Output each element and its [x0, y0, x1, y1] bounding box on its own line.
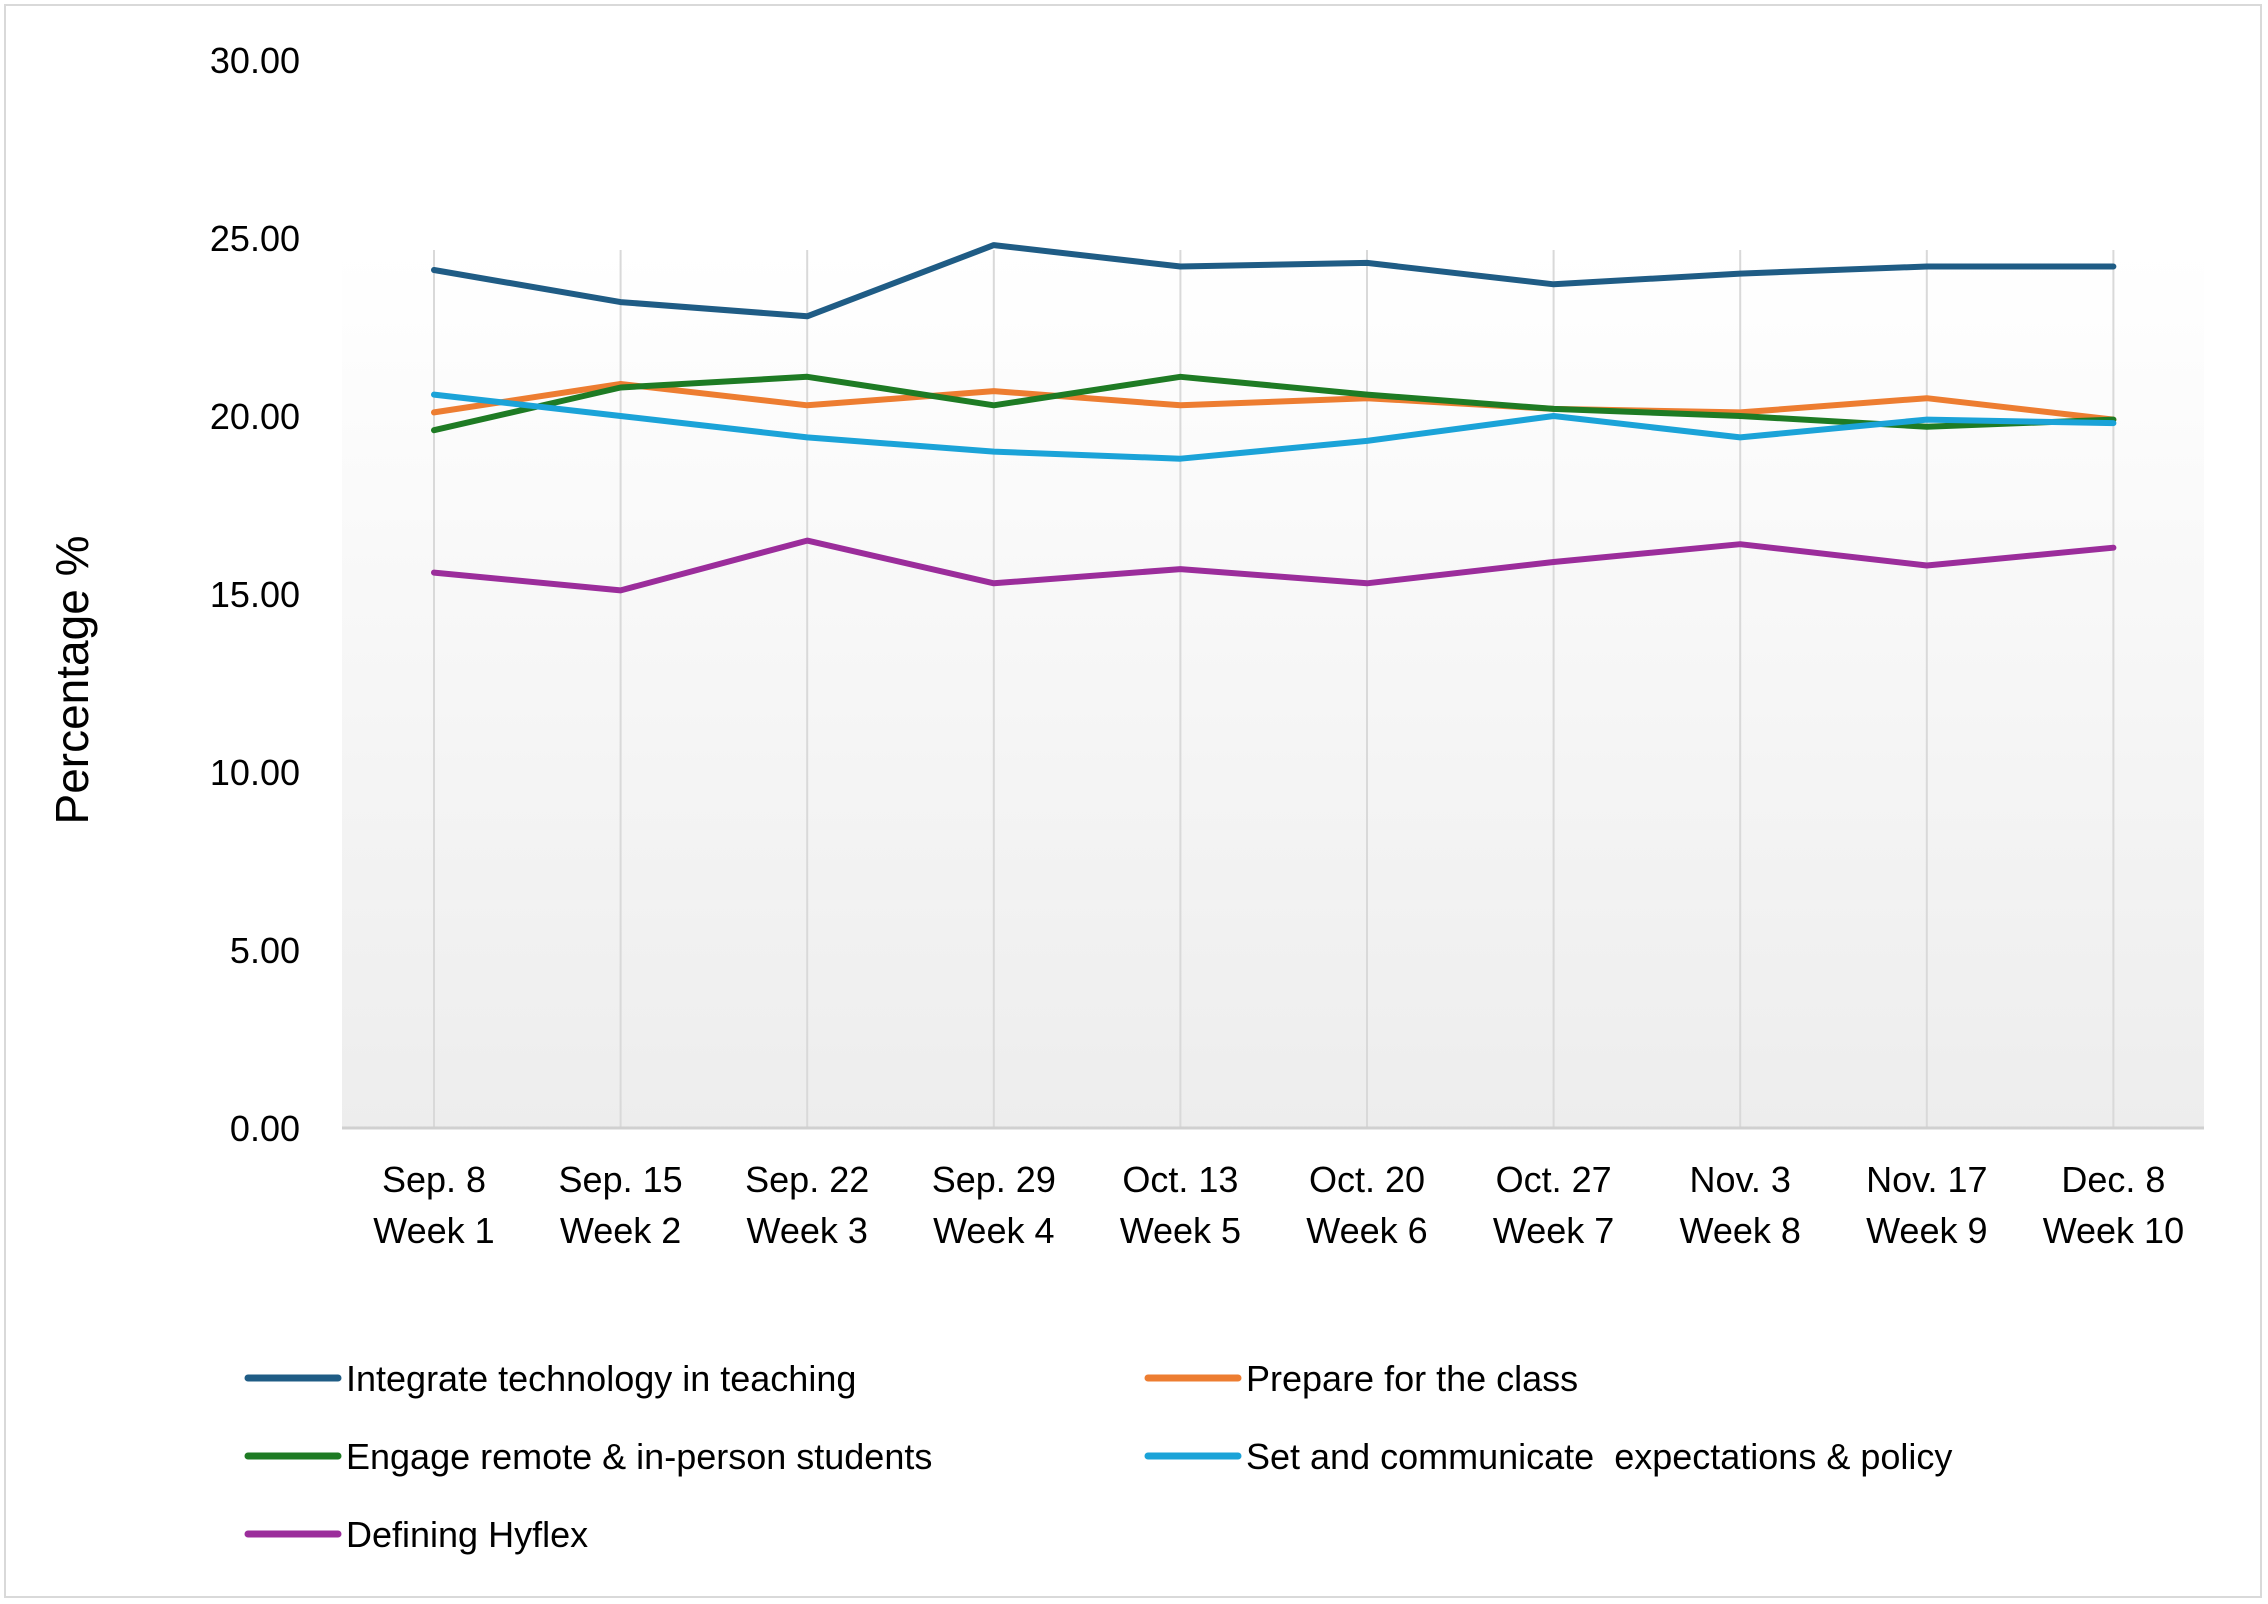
x-tick-label-week: Week 10	[2043, 1210, 2184, 1251]
x-tick-label-week: Week 8	[1679, 1210, 1800, 1251]
x-tick-label-week: Week 2	[560, 1210, 681, 1251]
y-tick-label: 5.00	[230, 930, 300, 971]
x-tick-label-week: Week 4	[933, 1210, 1054, 1251]
x-tick-label-date: Sep. 8	[382, 1159, 486, 1200]
y-tick-label: 0.00	[230, 1108, 300, 1149]
x-tick-label-date: Nov. 17	[1866, 1159, 1987, 1200]
x-axis: Sep. 8 Week 1 Sep. 15 Week 2 Sep. 22 Week 3 Se…	[373, 1159, 2184, 1251]
y-axis-title: Percentage %	[46, 536, 98, 825]
series-line-2	[431, 381, 2117, 423]
x-tick-label-date: Sep. 22	[745, 1159, 869, 1200]
x-tick-label-week: Week 9	[1866, 1210, 1987, 1251]
x-tick-label-week: Week 3	[746, 1210, 867, 1251]
series-line-4	[431, 391, 2117, 462]
y-tick-label: 20.00	[210, 396, 300, 437]
series-lines	[431, 242, 2117, 594]
x-tick-label-date: Dec. 8	[2061, 1159, 2165, 1200]
y-tick-label: 10.00	[210, 752, 300, 793]
y-tick-label: 25.00	[210, 218, 300, 259]
series-line-3	[431, 373, 2117, 434]
x-tick-label-week: Week 7	[1493, 1210, 1614, 1251]
x-tick-label-week: Week 6	[1306, 1210, 1427, 1251]
legend: Integrate technology in teaching Prepare …	[244, 1358, 1952, 1555]
x-tick-label-date: Oct. 20	[1309, 1159, 1425, 1200]
plot-area	[342, 250, 2204, 1128]
legend-label: Set and communicate expectations & polic…	[1246, 1436, 1952, 1477]
y-tick-label: 30.00	[210, 40, 300, 81]
legend-label: Defining Hyflex	[346, 1514, 588, 1555]
x-tick-label-date: Sep. 29	[932, 1159, 1056, 1200]
x-tick-label-date: Nov. 3	[1690, 1159, 1791, 1200]
x-tick-label-date: Sep. 15	[559, 1159, 683, 1200]
x-tick-label-week: Week 1	[373, 1210, 494, 1251]
legend-label: Prepare for the class	[1246, 1358, 1578, 1399]
series-line-1	[431, 242, 2117, 320]
y-tick-label: 15.00	[210, 574, 300, 615]
x-tick-label-week: Week 5	[1120, 1210, 1241, 1251]
x-tick-label-date: Oct. 27	[1496, 1159, 1612, 1200]
x-tick-label-date: Oct. 13	[1122, 1159, 1238, 1200]
series-line-5	[431, 537, 2117, 594]
legend-label: Integrate technology in teaching	[346, 1358, 856, 1399]
legend-label: Engage remote & in-person students	[346, 1436, 932, 1477]
y-axis: 0.00 5.00 10.00 15.00 20.00 25.00 30.00	[210, 40, 300, 1149]
